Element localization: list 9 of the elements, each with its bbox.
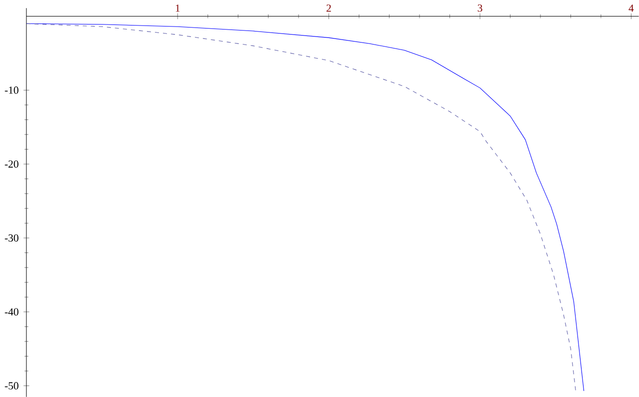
y-tick-label: -30 <box>4 234 18 242</box>
x-tick-label: 3 <box>478 4 482 12</box>
y-tick-label: -10 <box>4 86 18 94</box>
x-tick-label: 1 <box>176 4 180 12</box>
y-tick-label: -20 <box>4 160 18 168</box>
y-tick-label: -40 <box>4 308 18 316</box>
y-tick-label: -50 <box>4 382 18 390</box>
x-tick-label: 4 <box>628 4 634 12</box>
x-tick-label: 2 <box>326 4 331 12</box>
